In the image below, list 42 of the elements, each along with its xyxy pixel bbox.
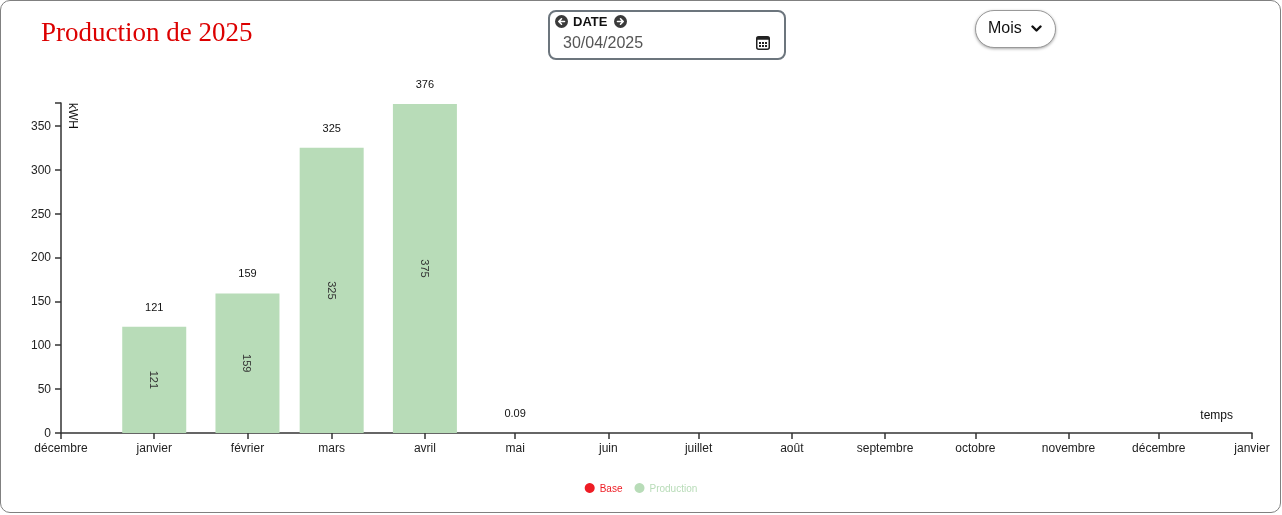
y-tick-label: 100 bbox=[30, 338, 52, 353]
y-tick-label: 200 bbox=[30, 250, 52, 265]
x-tick-label: août bbox=[780, 441, 805, 455]
x-axis-title: temps bbox=[1200, 408, 1233, 422]
data-label: 325 bbox=[325, 281, 338, 300]
y-tick-label: 0 bbox=[44, 426, 52, 440]
y-axis-title: kWH bbox=[66, 103, 80, 129]
dropdown-button: Mois bbox=[975, 10, 1056, 48]
x-tick-label: juillet bbox=[683, 441, 713, 455]
total-label: 325 bbox=[322, 121, 341, 134]
y-tick-label: 50 bbox=[37, 382, 52, 397]
total-label: 159 bbox=[238, 267, 257, 280]
y-tick-label: 150 bbox=[30, 294, 52, 309]
x-tick-label: décembre bbox=[1132, 441, 1186, 455]
x-tick-label: janvier bbox=[135, 441, 172, 455]
x-tick-label: mars bbox=[318, 441, 346, 455]
x-tick-label: avril bbox=[413, 441, 436, 455]
data-label: 375 bbox=[418, 259, 431, 278]
total-label: 0.09 bbox=[504, 406, 526, 419]
x-tick-label: janvier bbox=[1233, 441, 1270, 455]
bar bbox=[299, 147, 364, 433]
legend-label: Production bbox=[649, 482, 698, 494]
data-label: 159 bbox=[241, 354, 254, 373]
date-field: DATE 30/04/2025 bbox=[548, 10, 786, 60]
y-tick-label: 300 bbox=[30, 162, 52, 177]
bar bbox=[215, 293, 280, 433]
total-label: 376 bbox=[415, 77, 435, 90]
total-label: 121 bbox=[145, 300, 164, 313]
legend-label: Base bbox=[599, 482, 623, 494]
y-tick-label: 250 bbox=[30, 206, 52, 221]
bar bbox=[122, 326, 187, 433]
x-tick-label: octobre bbox=[955, 441, 996, 455]
x-tick-label: décembre bbox=[34, 441, 88, 455]
bar bbox=[392, 103, 457, 433]
y-tick-label: 350 bbox=[30, 118, 52, 133]
x-tick-label: juin bbox=[598, 441, 618, 455]
data-label: 121 bbox=[148, 370, 161, 390]
x-tick-label: mai bbox=[505, 441, 525, 455]
x-tick-label: novembre bbox=[1041, 441, 1096, 455]
x-tick-label: septembre bbox=[856, 441, 914, 455]
x-tick-label: février bbox=[230, 441, 265, 455]
chart-title: Production de 2025 bbox=[41, 16, 253, 47]
